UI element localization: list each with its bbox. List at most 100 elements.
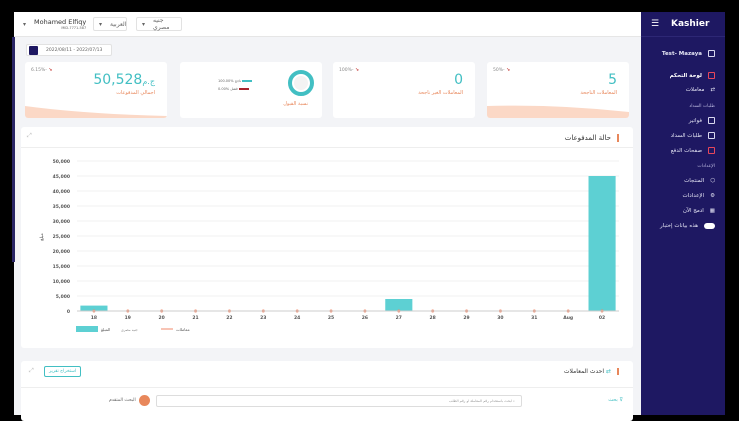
y-tick-label: 40,000: [53, 189, 70, 195]
menu-icon[interactable]: ☰: [651, 19, 660, 29]
filter-button[interactable]: بحث ⊽: [608, 397, 623, 403]
language-select[interactable]: ▾ العربية: [93, 17, 127, 31]
export-report-button[interactable]: استخراج تقرير: [44, 366, 82, 377]
legend-swatch-amount: [76, 326, 98, 332]
y-tick-label: 35,000: [53, 204, 70, 210]
scrollbar[interactable]: [12, 37, 15, 262]
section-label: الإعدادات: [697, 164, 715, 169]
sidebar-item-integrate[interactable]: ادمج الآن ▦: [682, 208, 715, 214]
x-tick-label: 31: [531, 315, 537, 321]
x-tick-label: 20: [159, 315, 165, 321]
chart-icon: [708, 72, 715, 79]
expand-icon[interactable]: ⤢: [27, 132, 32, 139]
toggle-switch: [704, 223, 715, 229]
card-value: 50,528: [93, 72, 143, 88]
y-tick-label: 30,000: [53, 219, 70, 225]
x-tick-label: 30: [497, 315, 503, 321]
x-tick-label: 27: [396, 315, 402, 321]
card-icon: [708, 132, 715, 139]
y-tick-label: 50,000: [53, 159, 70, 165]
transactions-title: احدث المعاملات ⇄: [564, 368, 619, 375]
legend-transactions: معاملات: [176, 327, 190, 332]
y-tick-label: 5,000: [56, 294, 70, 300]
card-label: المعاملات الناجحة: [580, 90, 617, 96]
x-tick-label: 28: [430, 315, 436, 321]
date-range-value: 2022/08/11 - 2022/07/13: [46, 47, 103, 53]
card-label: نسبة القبول: [283, 101, 308, 107]
change-badge: 6.15%- ↘: [31, 68, 53, 73]
search-input[interactable]: ابحث باستخدام رقم المعاملة او رقم الطلب …: [156, 395, 522, 407]
x-tick-label: 26: [362, 315, 368, 321]
sidebar-item-dashboard[interactable]: لوحة التحكم: [670, 72, 715, 79]
y-tick-label: 20,000: [53, 249, 70, 255]
bar: [588, 176, 616, 311]
section-label: طلبات السداد: [689, 104, 715, 109]
total-payments-card: 6.15%- ↘ ج.م50,528 اجمالي المدفوعات: [25, 62, 167, 118]
payments-chart-card: حالة المدفوعات ⤢ 0 5,000 10,000 15,000 20,00…: [21, 127, 633, 348]
sidebar-item-payment-requests[interactable]: طلبات السداد: [671, 132, 715, 139]
y-tick-label: 45,000: [53, 174, 70, 180]
top-header: ▾ Mohamed Elfiqy MID-7771-587 ▾ العربية ▾…: [14, 12, 641, 37]
gear-icon: ⚙: [710, 193, 715, 199]
x-tick-label: 29: [463, 315, 469, 321]
building-icon: [708, 50, 715, 57]
y-tick-label: 0: [67, 309, 70, 315]
language-value: العربية: [110, 20, 127, 28]
grid-icon: ▦: [709, 208, 715, 214]
invoice-icon: [708, 117, 715, 124]
box-icon: ⬡: [710, 178, 715, 184]
user-name: Mohamed Elfiqy: [34, 18, 87, 26]
transfer-icon: ⇄: [605, 368, 611, 375]
filter-icon: ⊽: [619, 397, 623, 403]
calendar-icon: [29, 45, 38, 55]
chevron-down-icon: ▾: [142, 20, 146, 28]
transfer-icon: ⇄: [710, 87, 715, 93]
currency-value: جنيه مصري: [153, 17, 170, 31]
change-badge: 100%- ↘: [339, 68, 359, 73]
merchant-id: MID-7771-587: [61, 26, 87, 30]
bar: [385, 299, 413, 311]
y-tick-label: 15,000: [53, 264, 70, 270]
sidebar-item-transactions[interactable]: معاملات ⇄: [685, 87, 715, 93]
test-data-toggle[interactable]: هذه بيانات إختبار: [660, 223, 715, 229]
x-tick-label: 02: [599, 315, 605, 321]
change-badge: 50%- ↘: [493, 68, 510, 73]
x-tick-label: 19: [125, 315, 131, 321]
x-tick-label: 18: [91, 315, 97, 321]
y-axis-label: مبلغ: [40, 233, 45, 241]
sidebar-item-settings[interactable]: الإعدادات ⚙: [682, 193, 715, 199]
failed-transactions-card: 100%- ↘ 0 المعاملات الغير ناجحة: [333, 62, 475, 118]
legend-currency: جنيه مصري: [121, 328, 138, 332]
chevron-down-icon: ▾: [23, 20, 27, 28]
legend-failed: 0.00% فشل: [218, 87, 238, 91]
x-tick-label: 22: [226, 315, 232, 321]
latest-transactions-card: احدث المعاملات ⇄ استخراج تقرير ⤢ بحث ⊽ ا…: [21, 361, 633, 421]
y-tick-label: 25,000: [53, 234, 70, 240]
card-label: المعاملات الغير ناجحة: [418, 90, 463, 96]
sidebar: ☰ Kashier Test- Mazaya لوحة التحكم معامل…: [641, 12, 725, 415]
card-value: 0: [454, 72, 463, 88]
acceptance-gauge: [288, 70, 314, 96]
date-range-picker[interactable]: 2022/08/11 - 2022/07/13: [26, 44, 112, 56]
chart-title: حالة المدفوعات: [565, 134, 619, 142]
successful-transactions-card: 50%- ↘ 5 المعاملات الناجحة: [487, 62, 629, 118]
account-switcher[interactable]: Test- Mazaya: [662, 50, 715, 57]
x-tick-label: 24: [294, 315, 300, 321]
acceptance-legend: 100.00% ناجح 0.00% فشل: [218, 77, 253, 93]
sidebar-item-products[interactable]: المنتجات ⬡: [684, 178, 715, 184]
sidebar-item-payment-pages[interactable]: صفحات الدفع: [671, 147, 715, 154]
x-tick-label: 23: [260, 315, 266, 321]
x-tick-label: Aug: [563, 315, 573, 321]
bar-chart: 0 5,000 10,000 15,000 20,000 25,000 30,000 35,0…: [40, 159, 619, 332]
sidebar-item-invoices[interactable]: فواتير: [689, 117, 715, 124]
advanced-search-button[interactable]: البحث المتقدم: [109, 395, 150, 406]
y-tick-label: 10,000: [53, 279, 70, 285]
main-content: ▾ Mohamed Elfiqy MID-7771-587 ▾ العربية ▾…: [14, 12, 641, 421]
currency-select[interactable]: ▾ جنيه مصري: [136, 17, 182, 31]
trend-area: [25, 106, 167, 118]
expand-icon[interactable]: ⤢: [29, 367, 34, 374]
x-tick-label: 21: [192, 315, 198, 321]
legend-amount: المبلغ: [101, 327, 110, 332]
brand-logo: Kashier: [671, 19, 710, 29]
card-value: 5: [608, 72, 617, 88]
